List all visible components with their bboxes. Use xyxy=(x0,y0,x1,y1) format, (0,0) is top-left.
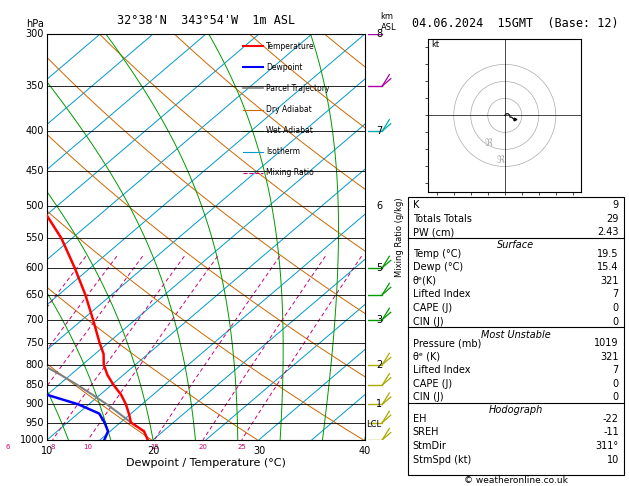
Text: 2.43: 2.43 xyxy=(598,227,619,237)
Text: θᵉ (K): θᵉ (K) xyxy=(413,352,440,362)
Text: 0: 0 xyxy=(613,379,619,389)
Text: 04.06.2024  15GMT  (Base: 12): 04.06.2024 15GMT (Base: 12) xyxy=(413,17,619,30)
Text: EH: EH xyxy=(413,414,426,424)
Text: 20: 20 xyxy=(147,446,159,456)
Text: 0: 0 xyxy=(613,393,619,402)
Text: 600: 600 xyxy=(26,262,44,273)
Text: Dewpoint: Dewpoint xyxy=(266,63,303,72)
Text: 1: 1 xyxy=(376,399,382,409)
Text: 800: 800 xyxy=(26,360,44,370)
Text: 400: 400 xyxy=(26,126,44,136)
Text: 10: 10 xyxy=(41,446,53,456)
Text: 40: 40 xyxy=(359,446,371,456)
Text: 8: 8 xyxy=(50,444,55,450)
Text: 850: 850 xyxy=(26,380,44,390)
Text: 500: 500 xyxy=(26,201,44,211)
Text: Dewpoint / Temperature (°C): Dewpoint / Temperature (°C) xyxy=(126,458,286,469)
Text: 15: 15 xyxy=(150,444,159,450)
Text: -11: -11 xyxy=(603,428,619,437)
Text: Pressure (mb): Pressure (mb) xyxy=(413,338,481,348)
Text: 300: 300 xyxy=(26,29,44,39)
Text: SREH: SREH xyxy=(413,428,439,437)
Text: 650: 650 xyxy=(26,290,44,300)
Text: 321: 321 xyxy=(601,276,619,286)
Text: 350: 350 xyxy=(26,81,44,91)
Text: 10: 10 xyxy=(84,444,92,450)
Text: 8: 8 xyxy=(376,29,382,39)
Text: Wet Adiabat: Wet Adiabat xyxy=(266,126,313,135)
Text: CAPE (J): CAPE (J) xyxy=(413,379,452,389)
Text: LCL: LCL xyxy=(366,420,381,429)
Text: 32°38'N  343°54'W  1m ASL: 32°38'N 343°54'W 1m ASL xyxy=(117,14,295,27)
Text: Hodograph: Hodograph xyxy=(489,405,543,416)
Text: 7: 7 xyxy=(613,365,619,375)
Text: Surface: Surface xyxy=(497,240,535,250)
Text: 1000: 1000 xyxy=(19,435,44,445)
Text: 6: 6 xyxy=(6,444,11,450)
Text: 3: 3 xyxy=(376,314,382,325)
Text: Mixing Ratio: Mixing Ratio xyxy=(266,168,314,177)
Text: CIN (J): CIN (J) xyxy=(413,317,443,327)
Text: 2: 2 xyxy=(376,360,382,370)
Text: kt: kt xyxy=(431,40,440,50)
Text: 0: 0 xyxy=(613,317,619,327)
Text: 550: 550 xyxy=(25,233,44,243)
Text: 7: 7 xyxy=(613,290,619,299)
Text: Temperature: Temperature xyxy=(266,42,315,51)
Text: 750: 750 xyxy=(25,338,44,348)
Text: 29: 29 xyxy=(606,214,619,224)
Text: hPa: hPa xyxy=(26,19,44,29)
Text: Lifted Index: Lifted Index xyxy=(413,290,470,299)
Text: 6: 6 xyxy=(376,201,382,211)
Text: ℜ: ℜ xyxy=(484,138,493,148)
Text: 5: 5 xyxy=(376,262,382,273)
Text: km
ASL: km ASL xyxy=(381,12,396,32)
Text: K: K xyxy=(413,200,419,210)
Text: Mixing Ratio (g/kg): Mixing Ratio (g/kg) xyxy=(395,197,404,277)
Text: CIN (J): CIN (J) xyxy=(413,393,443,402)
Text: 0: 0 xyxy=(613,303,619,313)
Text: © weatheronline.co.uk: © weatheronline.co.uk xyxy=(464,476,568,485)
Text: Dewp (°C): Dewp (°C) xyxy=(413,262,463,272)
Text: -22: -22 xyxy=(603,414,619,424)
Text: Lifted Index: Lifted Index xyxy=(413,365,470,375)
Text: StmSpd (kt): StmSpd (kt) xyxy=(413,455,471,465)
Text: 900: 900 xyxy=(26,399,44,409)
Text: Totals Totals: Totals Totals xyxy=(413,214,472,224)
Text: 20: 20 xyxy=(199,444,208,450)
Text: Dry Adiabat: Dry Adiabat xyxy=(266,105,312,114)
Text: θᵉ(K): θᵉ(K) xyxy=(413,276,437,286)
Text: 700: 700 xyxy=(26,314,44,325)
Text: 321: 321 xyxy=(601,352,619,362)
Text: 7: 7 xyxy=(376,126,382,136)
Text: CAPE (J): CAPE (J) xyxy=(413,303,452,313)
Text: Isotherm: Isotherm xyxy=(266,147,301,156)
Text: 1019: 1019 xyxy=(594,338,619,348)
Text: 10: 10 xyxy=(607,455,619,465)
Text: ℜ: ℜ xyxy=(496,155,504,165)
Text: Most Unstable: Most Unstable xyxy=(481,330,550,340)
Text: Temp (°C): Temp (°C) xyxy=(413,249,461,259)
Text: 30: 30 xyxy=(253,446,265,456)
Text: PW (cm): PW (cm) xyxy=(413,227,454,237)
Text: 311°: 311° xyxy=(596,441,619,451)
Text: 950: 950 xyxy=(26,417,44,428)
Text: Parcel Trajectory: Parcel Trajectory xyxy=(266,84,330,93)
Text: 19.5: 19.5 xyxy=(598,249,619,259)
Text: StmDir: StmDir xyxy=(413,441,447,451)
Text: 15.4: 15.4 xyxy=(598,262,619,272)
Text: 9: 9 xyxy=(613,200,619,210)
Text: 450: 450 xyxy=(26,166,44,175)
Text: 25: 25 xyxy=(237,444,246,450)
